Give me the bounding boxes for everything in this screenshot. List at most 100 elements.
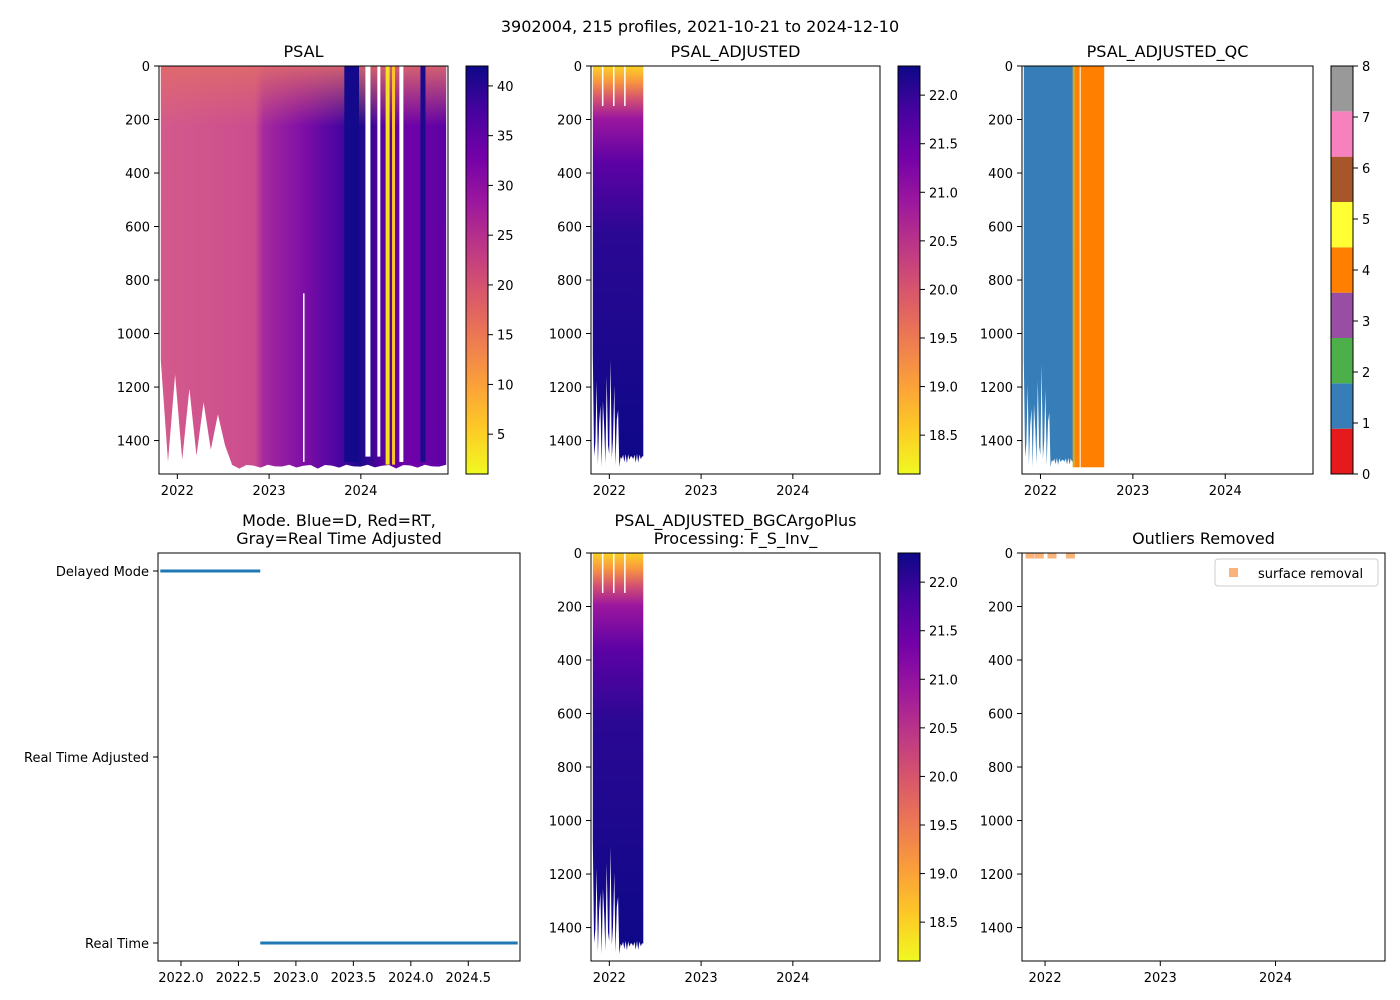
outliers-ytick-label: 1200 bbox=[980, 868, 1013, 883]
psal_adj-colorbar-label: 22.0 bbox=[929, 89, 958, 104]
outliers-xtick-label: 2024 bbox=[1259, 971, 1292, 986]
outliers-ytick-label: 600 bbox=[988, 708, 1013, 723]
psal-ytick-label: 400 bbox=[125, 167, 150, 182]
psal_adj-gap bbox=[624, 66, 626, 106]
figure-suptitle: 3902004, 215 profiles, 2021-10-21 to 202… bbox=[501, 17, 899, 36]
psal-ytick-label: 800 bbox=[125, 274, 150, 289]
bgc-ytick-label: 200 bbox=[557, 601, 582, 616]
psal-dark-band bbox=[420, 66, 426, 462]
psal_adj-ytick-label: 1200 bbox=[549, 381, 582, 396]
psal-surface-layer bbox=[160, 66, 447, 126]
outliers-legend-marker bbox=[1229, 568, 1238, 577]
psal_qc-ytick-label: 1400 bbox=[980, 435, 1013, 450]
bgc-colorbar-label: 19.0 bbox=[929, 868, 958, 883]
bgc-title-line2: Processing: F_S_Inv_ bbox=[654, 529, 819, 549]
outlier-point bbox=[1034, 553, 1044, 559]
psal_adj-ytick-label: 0 bbox=[574, 60, 582, 75]
outliers-xtick-label: 2022 bbox=[1029, 971, 1062, 986]
psal-xtick-label: 2024 bbox=[344, 484, 377, 499]
outliers-ytick-label: 1000 bbox=[980, 815, 1013, 830]
qc-colorbar-swatch bbox=[1331, 202, 1353, 248]
mode-xtick-label: 2023.5 bbox=[331, 971, 377, 986]
psal-gap bbox=[399, 66, 404, 462]
mode-ytick-label: Delayed Mode bbox=[56, 565, 149, 580]
psal_qc-ytick-label: 1000 bbox=[980, 328, 1013, 343]
bgc-ytick-label: 600 bbox=[557, 708, 582, 723]
psal_adj-colorbar-label: 19.0 bbox=[929, 381, 958, 396]
bgc-colorbar-label: 20.0 bbox=[929, 770, 958, 785]
bgc-heatmap bbox=[592, 553, 644, 955]
psal_qc-colorbar-label: 7 bbox=[1362, 111, 1370, 126]
psal_qc-colorbar-label: 1 bbox=[1362, 417, 1370, 432]
bgc-axes-frame bbox=[590, 552, 881, 962]
psal-colorbar-label: 10 bbox=[497, 378, 514, 393]
bgc-ytick-label: 400 bbox=[557, 654, 582, 669]
outliers-title: Outliers Removed bbox=[1132, 529, 1275, 548]
bgc-ytick-label: 1400 bbox=[549, 922, 582, 937]
qc-segment-good bbox=[1023, 66, 1075, 468]
psal_adj-colorbar-label: 20.0 bbox=[929, 283, 958, 298]
outlier-point bbox=[1065, 553, 1075, 559]
psal_qc-colorbar-label: 0 bbox=[1362, 468, 1370, 483]
psal-gap bbox=[303, 293, 305, 462]
psal_qc-ytick-label: 200 bbox=[988, 114, 1013, 129]
psal_adj-ytick-label: 1400 bbox=[549, 435, 582, 450]
mode-xtick-label: 2022.5 bbox=[216, 971, 262, 986]
mode-xtick-label: 2024.0 bbox=[388, 971, 434, 986]
mode-xtick-label: 2022.0 bbox=[158, 971, 204, 986]
psal-xtick-label: 2023 bbox=[253, 484, 286, 499]
psal-title: PSAL bbox=[284, 42, 324, 61]
psal_adj-colorbar-label: 18.5 bbox=[929, 429, 958, 444]
qc-colorbar-swatch bbox=[1331, 156, 1353, 202]
psal_adj-colorbar-label: 20.5 bbox=[929, 235, 958, 250]
psal_adj-gap bbox=[601, 66, 604, 106]
psal_qc-colorbar-label: 6 bbox=[1362, 162, 1370, 177]
psal_adj-title: PSAL_ADJUSTED bbox=[670, 42, 800, 62]
psal-colorbar-label: 40 bbox=[497, 80, 514, 95]
qc-colorbar-swatch bbox=[1331, 247, 1353, 293]
psal_adj-ytick-label: 400 bbox=[557, 167, 582, 182]
psal_adj-panel: PSAL_ADJUSTED 2022 2023 2024 0 200 400 600 800 10… bbox=[549, 42, 958, 499]
bgc-colorbar-label: 22.0 bbox=[929, 576, 958, 591]
bgc-title: PSAL_ADJUSTED_BGCArgoPlus bbox=[614, 511, 856, 531]
bgc-colorbar-label: 21.0 bbox=[929, 673, 958, 688]
qc-colorbar-swatch bbox=[1331, 338, 1353, 384]
mode-ytick-label: Real Time bbox=[85, 937, 149, 952]
outliers-ytick-label: 400 bbox=[988, 654, 1013, 669]
bgc-ytick-label: 1200 bbox=[549, 868, 582, 883]
psal-panel: PSAL 2022 2023 2024 0 200 400 600 800 1000 1200 140… bbox=[117, 42, 514, 499]
psal_adj-heatmap bbox=[592, 66, 644, 468]
psal_qc-xtick-label: 2024 bbox=[1209, 484, 1242, 499]
mode-xtick-label: 2024.5 bbox=[446, 971, 492, 986]
psal_adj-ytick-label: 800 bbox=[557, 274, 582, 289]
psal_adj-gap bbox=[613, 66, 615, 106]
psal-xtick-label: 2022 bbox=[161, 484, 194, 499]
psal_qc-xtick-label: 2023 bbox=[1116, 484, 1149, 499]
psal_qc-colorbar-label: 4 bbox=[1362, 264, 1370, 279]
qc-segment-bad bbox=[1074, 66, 1105, 468]
bgc-colorbar-label: 20.5 bbox=[929, 722, 958, 737]
psal-ytick-label: 0 bbox=[142, 60, 150, 75]
qc-segment-edge bbox=[1072, 66, 1075, 468]
bgc-xtick-label: 2024 bbox=[776, 971, 809, 986]
psal_qc-colorbar-label: 5 bbox=[1362, 213, 1370, 228]
mode-axes-frame bbox=[157, 552, 521, 962]
psal_qc-ytick-label: 0 bbox=[1005, 60, 1013, 75]
qc-colorbar-swatch bbox=[1331, 66, 1353, 112]
psal_qc-title: PSAL_ADJUSTED_QC bbox=[1087, 42, 1249, 62]
psal_qc-ytick-label: 800 bbox=[988, 274, 1013, 289]
bgc-colorbar bbox=[897, 552, 921, 962]
psal-ytick-label: 200 bbox=[125, 114, 150, 129]
psal_qc-xtick-label: 2022 bbox=[1024, 484, 1057, 499]
psal_qc-colorbar-label: 3 bbox=[1362, 315, 1370, 330]
outliers-panel: Outliers Removed 2022 2023 2024 0 200 400 600 80… bbox=[980, 529, 1386, 986]
psal_qc-ytick-label: 400 bbox=[988, 167, 1013, 182]
outlier-point bbox=[1025, 553, 1035, 559]
psal_adj-colorbar-label: 19.5 bbox=[929, 332, 958, 347]
psal_qc-axes-frame bbox=[1021, 65, 1314, 475]
bgc-ytick-label: 1000 bbox=[549, 815, 582, 830]
psal-colorbar-label: 35 bbox=[497, 130, 514, 145]
psal-colorbar-label: 15 bbox=[497, 329, 514, 344]
